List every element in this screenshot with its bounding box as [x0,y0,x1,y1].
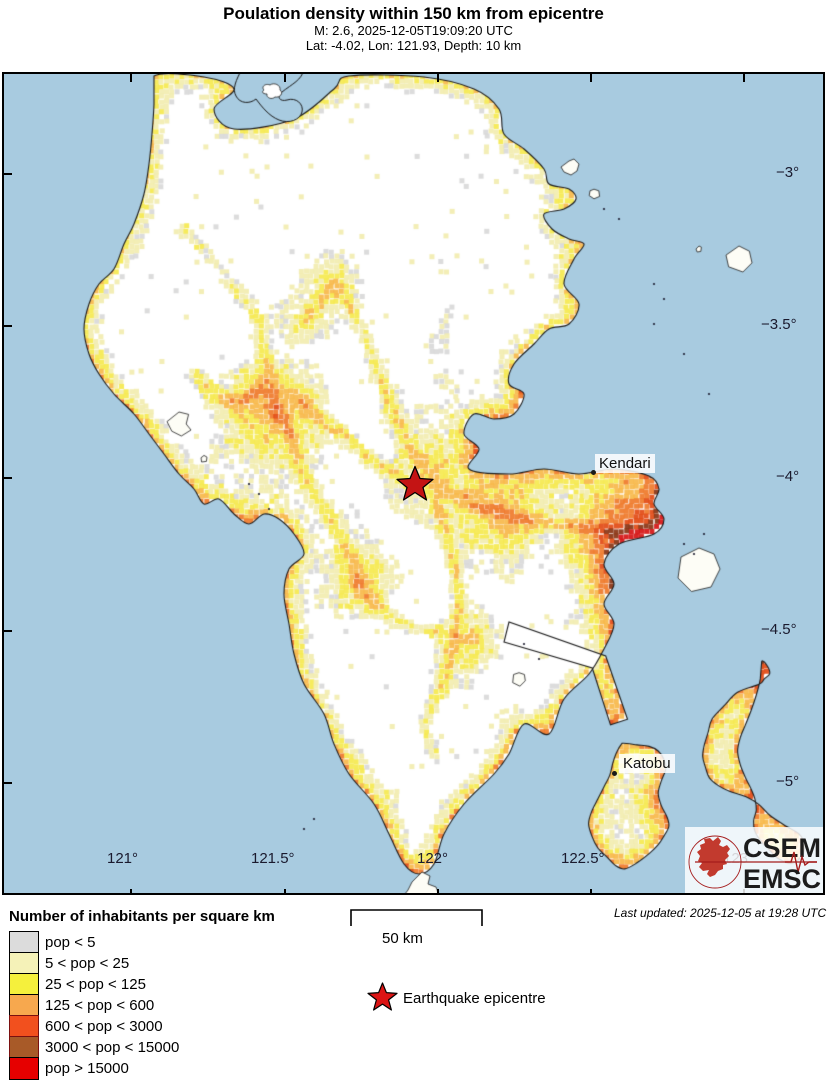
svg-text:EMSC: EMSC [743,864,821,894]
svg-text:CSEM: CSEM [743,833,821,863]
